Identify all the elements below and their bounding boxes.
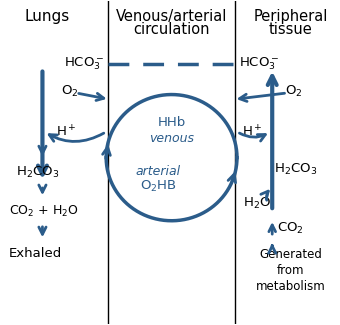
- Text: H$_2$CO$_3$: H$_2$CO$_3$: [16, 165, 59, 180]
- Text: circulation: circulation: [133, 22, 210, 37]
- Text: H$_2$CO$_3$: H$_2$CO$_3$: [274, 162, 317, 176]
- Text: HCO$_3^-$: HCO$_3^-$: [239, 56, 279, 72]
- Text: O$_2$HB: O$_2$HB: [140, 178, 176, 194]
- Text: O$_2$: O$_2$: [61, 84, 78, 99]
- Text: venous: venous: [149, 132, 194, 145]
- Text: Exhaled: Exhaled: [9, 247, 62, 260]
- Text: H$^+$: H$^+$: [56, 124, 76, 139]
- Text: HCO$_3^-$: HCO$_3^-$: [64, 56, 104, 72]
- Text: Generated
from
metabolism: Generated from metabolism: [256, 248, 325, 293]
- Text: tissue: tissue: [269, 22, 312, 37]
- Text: H$_2$O: H$_2$O: [243, 195, 271, 211]
- Text: CO$_2$: CO$_2$: [277, 221, 304, 236]
- Text: Peripheral: Peripheral: [254, 9, 328, 24]
- Text: Lungs: Lungs: [25, 9, 70, 24]
- Text: H$^+$: H$^+$: [242, 124, 262, 139]
- Text: arterial: arterial: [136, 165, 181, 178]
- Text: HHb: HHb: [157, 116, 186, 129]
- Text: CO$_2$ + H$_2$O: CO$_2$ + H$_2$O: [9, 203, 79, 219]
- Text: Venous/arterial: Venous/arterial: [116, 9, 227, 24]
- Text: O$_2$: O$_2$: [285, 84, 303, 99]
